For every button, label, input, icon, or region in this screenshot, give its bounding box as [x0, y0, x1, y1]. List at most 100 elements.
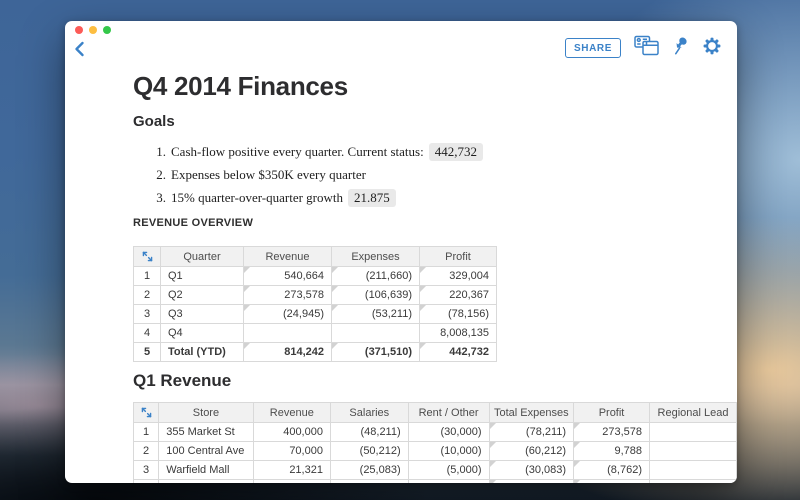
column-header[interactable]: Profit [419, 246, 497, 267]
column-header[interactable]: Revenue [252, 402, 331, 423]
formula-corner-mark [574, 480, 581, 483]
table-cell[interactable]: 9,788 [573, 441, 650, 461]
table-cell[interactable]: 70,000 [252, 441, 331, 461]
list-item[interactable]: 2. Expenses below $350K every quarter [152, 163, 737, 186]
table-cell[interactable]: 21,321 [252, 460, 331, 480]
section-heading-q1-revenue[interactable]: Q1 Revenue [133, 371, 232, 390]
status-badge[interactable]: 21.875 [348, 189, 396, 207]
goals-heading[interactable]: Goals [133, 113, 175, 130]
column-header[interactable]: Store [158, 402, 254, 423]
table-cell[interactable] [648, 479, 737, 483]
table-cell[interactable]: (48,211) [329, 422, 409, 442]
table-cell[interactable]: 273,578 [573, 422, 650, 442]
table-cell[interactable]: 220,367 [419, 285, 497, 305]
table-cell[interactable]: Warfield Mall [158, 460, 254, 480]
table-row: 4 [132, 479, 737, 483]
table-cell[interactable]: (78,211) [488, 422, 575, 442]
table-cell[interactable] [407, 479, 490, 483]
row-number[interactable]: 1 [132, 422, 160, 442]
column-header[interactable]: Total Expenses [488, 402, 575, 423]
table-cell[interactable] [648, 460, 737, 480]
table-cell[interactable] [573, 479, 650, 483]
list-number: 1. [156, 144, 166, 159]
table-cell[interactable] [648, 441, 737, 461]
table-cell[interactable]: 273,578 [243, 285, 332, 305]
table-cell[interactable]: Total (YTD) [160, 342, 244, 362]
document-title[interactable]: Q4 2014 Finances [133, 71, 348, 101]
panels-icon[interactable] [634, 35, 659, 61]
table-cell[interactable]: (50,212) [329, 441, 409, 461]
minimize-window-button[interactable] [89, 26, 97, 34]
column-header[interactable]: Revenue [243, 246, 332, 267]
formula-corner-mark [332, 343, 338, 349]
row-number[interactable]: 3 [133, 304, 161, 324]
list-item[interactable]: 1. Cash-flow positive every quarter. Curr… [152, 140, 737, 163]
formula-corner-mark [489, 423, 496, 429]
table-cell[interactable] [488, 479, 575, 483]
table-cell[interactable]: (8,762) [573, 460, 650, 480]
row-number[interactable]: 4 [132, 479, 160, 483]
table-cell[interactable] [331, 323, 420, 343]
table-cell[interactable]: (25,083) [329, 460, 409, 480]
table-cell[interactable]: (30,000) [407, 422, 490, 442]
row-number[interactable]: 3 [132, 460, 160, 480]
pushpin-icon[interactable] [672, 35, 690, 61]
column-header[interactable]: Quarter [160, 246, 244, 267]
expand-arrows-icon[interactable] [135, 248, 160, 266]
row-number[interactable]: 4 [133, 323, 161, 343]
table-cell[interactable]: Q2 [160, 285, 244, 305]
column-header[interactable]: Rent / Other [407, 402, 490, 423]
row-number[interactable]: 2 [132, 441, 160, 461]
table-cell[interactable]: 442,732 [419, 342, 497, 362]
table-cell[interactable]: (53,211) [331, 304, 420, 324]
column-header[interactable]: Profit [573, 402, 650, 423]
section-heading-revenue-overview[interactable]: REVENUE OVERVIEW [133, 217, 254, 229]
row-number[interactable]: 1 [133, 266, 161, 286]
column-header[interactable]: Expenses [331, 246, 420, 267]
table-cell[interactable]: (5,000) [407, 460, 490, 480]
table-cell[interactable]: 400,000 [252, 422, 331, 442]
column-header[interactable]: Regional Lead [648, 402, 737, 423]
close-window-button[interactable] [75, 26, 83, 34]
formula-corner-mark [244, 286, 250, 292]
table-cell[interactable] [329, 479, 409, 483]
table-cell[interactable]: (211,660) [331, 266, 420, 286]
row-number[interactable]: 2 [133, 285, 161, 305]
zoom-window-button[interactable] [103, 26, 111, 34]
formula-corner-mark [420, 286, 426, 292]
expand-arrows-icon[interactable] [135, 404, 158, 422]
table-cell[interactable] [243, 323, 332, 343]
table-cell[interactable]: Q3 [160, 304, 244, 324]
back-button[interactable] [73, 41, 87, 57]
table-cell[interactable]: (60,212) [488, 441, 575, 461]
q1-revenue-table: Store Revenue Salaries Rent / Other Total Ex… [132, 402, 737, 483]
table-cell[interactable]: (106,639) [331, 285, 420, 305]
table-cell[interactable]: 100 Central Ave [158, 441, 254, 461]
table-cell[interactable]: 355 Market St [158, 422, 254, 442]
table-cell[interactable]: 814,242 [243, 342, 332, 362]
table-cell[interactable]: Q1 [160, 266, 244, 286]
gear-icon[interactable] [703, 37, 721, 60]
table-cell[interactable]: (10,000) [407, 441, 490, 461]
table-cell[interactable]: (24,945) [243, 304, 332, 324]
table-cell[interactable]: 540,664 [243, 266, 332, 286]
table-cell[interactable]: (371,510) [331, 342, 420, 362]
row-number[interactable]: 5 [133, 342, 161, 362]
formula-corner-mark [574, 423, 581, 429]
status-badge[interactable]: 442,732 [428, 143, 483, 161]
column-header[interactable]: Salaries [329, 402, 409, 423]
table-cell[interactable] [252, 479, 331, 483]
table-cell[interactable]: (78,156) [419, 304, 497, 324]
table-row: 2 100 Central Ave 70,000 (50,212) (10,000) (6… [132, 441, 737, 461]
table-cell[interactable] [648, 422, 737, 442]
table-cell[interactable]: Q4 [160, 323, 244, 343]
list-number: 2. [156, 167, 166, 182]
table-cell[interactable] [158, 479, 254, 483]
table-cell[interactable]: 329,004 [419, 266, 497, 286]
table-cell[interactable]: 8,008,135 [419, 323, 497, 343]
table-row: 2 Q2 273,578 (106,639) 220,367 [133, 285, 497, 305]
formula-corner-mark [244, 305, 250, 311]
share-button[interactable]: SHARE [564, 38, 621, 58]
table-cell[interactable]: (30,083) [488, 460, 575, 480]
list-item[interactable]: 3. 15% quarter-over-quarter growth 21.875 [152, 186, 737, 209]
